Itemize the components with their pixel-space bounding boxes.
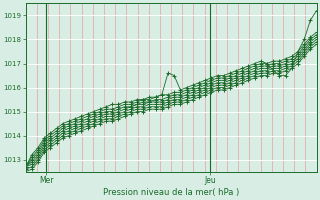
X-axis label: Pression niveau de la mer( hPa ): Pression niveau de la mer( hPa )	[103, 188, 239, 197]
